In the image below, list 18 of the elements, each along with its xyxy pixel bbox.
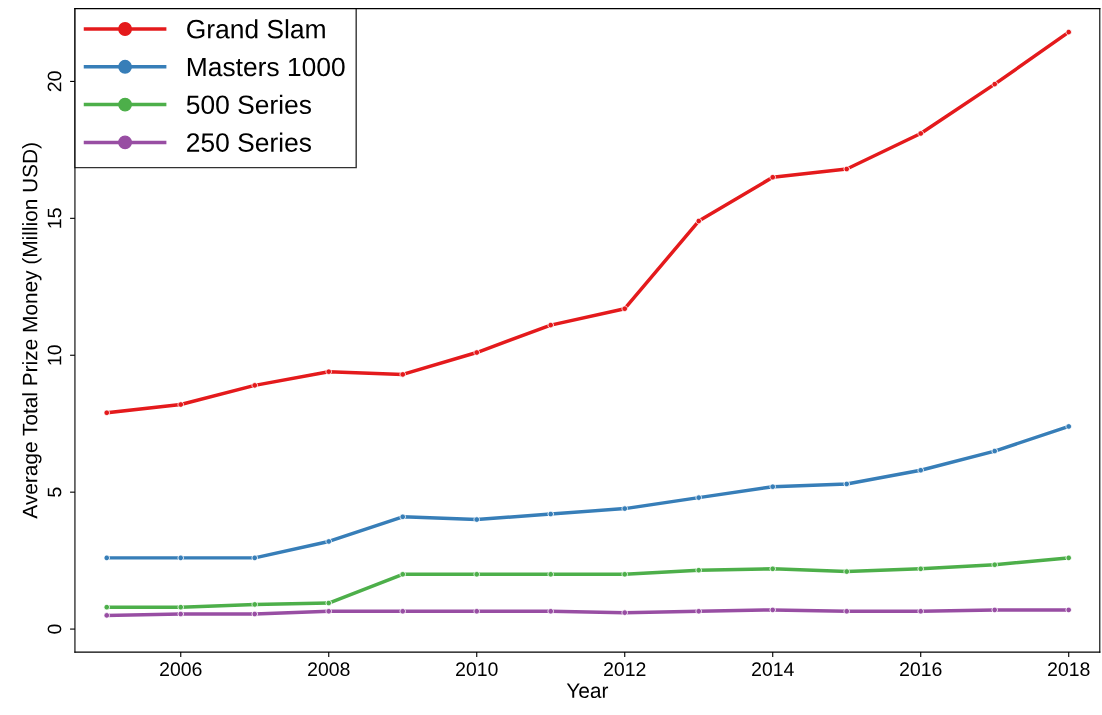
x-tick-label: 2008 bbox=[308, 662, 350, 677]
x-tick-label: 2006 bbox=[160, 662, 202, 677]
legend-label: Masters 1000 bbox=[187, 57, 345, 77]
x-tick-label: 2018 bbox=[1048, 662, 1090, 677]
y-tick-label: 20 bbox=[47, 71, 62, 92]
y-axis-title: Average Total Prize Money (Million USD) bbox=[22, 143, 42, 519]
y-tick-label: 5 bbox=[47, 487, 62, 497]
x-tick-label: 2016 bbox=[900, 662, 942, 677]
x-axis-title: Year bbox=[566, 683, 609, 699]
y-tick-label: 10 bbox=[47, 345, 62, 365]
x-tick-label: 2012 bbox=[604, 662, 646, 677]
legend-label: 250 Series bbox=[187, 132, 311, 152]
y-tick-label: 15 bbox=[47, 208, 62, 228]
x-tick-label: 2010 bbox=[456, 662, 498, 677]
y-tick-label: 0 bbox=[47, 624, 62, 634]
legend-label: Grand Slam bbox=[187, 19, 325, 39]
x-tick-label: 2014 bbox=[752, 662, 794, 677]
legend-label: 500 Series bbox=[186, 94, 311, 115]
